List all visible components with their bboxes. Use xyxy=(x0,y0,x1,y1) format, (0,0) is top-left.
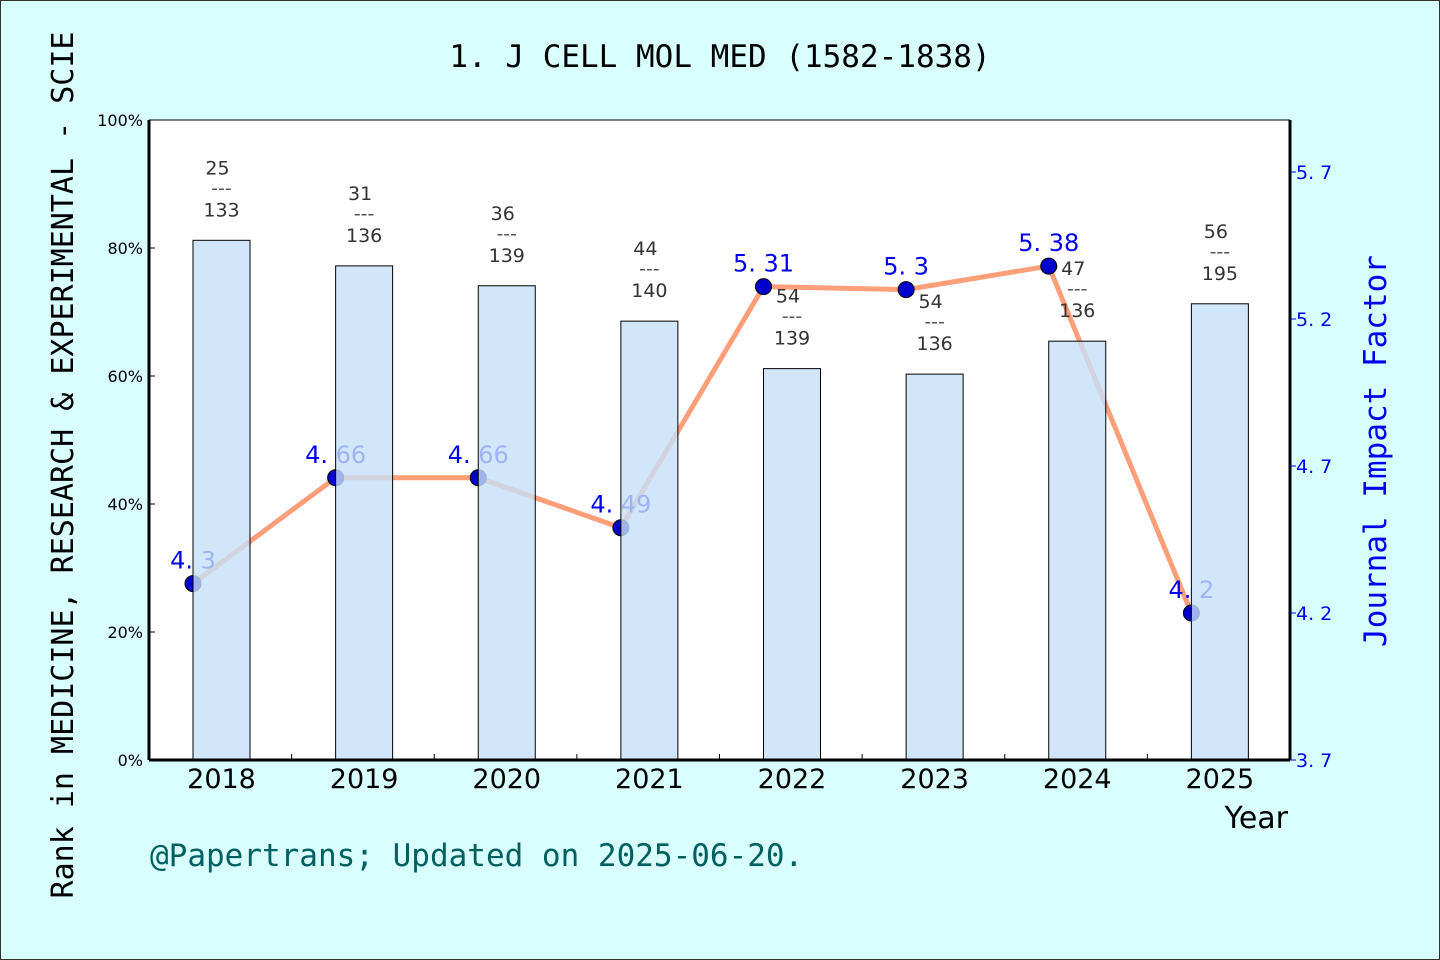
y-tick-label: 80% xyxy=(107,239,143,258)
rank-bar xyxy=(620,320,679,761)
rank-numerator: 25 xyxy=(205,157,229,179)
y2-tick-label: 5. 2 xyxy=(1296,309,1332,331)
rank-divider: --- xyxy=(1067,278,1088,300)
rank-denominator: 136 xyxy=(346,225,382,247)
impact-factor-point xyxy=(897,281,915,299)
rank-divider: --- xyxy=(1210,241,1231,263)
rank-bar xyxy=(477,285,536,761)
y-tick-label: 100% xyxy=(97,111,143,130)
rank-numerator: 36 xyxy=(491,203,515,225)
y2-tick-label: 4. 7 xyxy=(1296,456,1332,478)
rank-denominator: 195 xyxy=(1202,263,1238,285)
footer-credit: @Papertrans; Updated on 2025-06-20. xyxy=(150,838,803,874)
x-tick-label: 2019 xyxy=(330,764,399,795)
rank-numerator: 31 xyxy=(348,183,372,205)
impact-factor-label: 5. 38 xyxy=(1018,229,1079,257)
rank-divider: --- xyxy=(354,203,375,225)
rank-divider: --- xyxy=(782,306,803,328)
y2-axis-label: Journal Impact Factor xyxy=(1358,255,1394,647)
x-tick-label: 2020 xyxy=(472,764,541,795)
rank-denominator: 139 xyxy=(489,245,525,267)
x-tick-label: 2021 xyxy=(615,764,684,795)
rank-divider: --- xyxy=(211,177,232,199)
x-tick-label: 2018 xyxy=(187,764,256,795)
y2-tick-label: 3. 7 xyxy=(1296,750,1332,772)
rank-numerator: 54 xyxy=(919,291,943,313)
y-axis-label: Rank in MEDICINE, RESEARCH & EXPERIMENTA… xyxy=(46,32,81,899)
rank-numerator: 47 xyxy=(1061,258,1085,280)
rank-denominator: 136 xyxy=(916,333,952,355)
impact-factor-label: 5. 3 xyxy=(883,253,929,281)
x-axis-label: Year xyxy=(1223,801,1288,836)
impact-factor-point xyxy=(755,278,772,296)
x-tick-label: 2022 xyxy=(758,764,827,795)
y2-tick-label: 4. 2 xyxy=(1296,603,1332,625)
rank-numerator: 56 xyxy=(1204,221,1228,243)
rank-bar xyxy=(1190,303,1249,761)
x-tick-label: 2023 xyxy=(900,764,969,795)
y2-tick-label: 5. 7 xyxy=(1296,162,1332,184)
y-tick-label: 20% xyxy=(107,623,143,642)
rank-divider: --- xyxy=(924,311,945,333)
rank-bar xyxy=(763,368,821,761)
rank-denominator: 136 xyxy=(1059,300,1095,322)
impact-factor-point xyxy=(1040,257,1058,275)
rank-denominator: 139 xyxy=(774,328,810,350)
y-tick-label: 40% xyxy=(107,495,143,514)
rank-numerator: 44 xyxy=(633,238,657,260)
rank-numerator: 54 xyxy=(776,286,800,308)
rank-bar xyxy=(192,239,251,761)
rank-denominator: 140 xyxy=(631,280,667,302)
rank-bar xyxy=(335,265,394,761)
y-tick-label: 0% xyxy=(118,751,143,770)
rank-bar xyxy=(1048,340,1107,761)
x-tick-label: 2025 xyxy=(1186,764,1255,795)
rank-divider: --- xyxy=(496,223,517,245)
rank-denominator: 133 xyxy=(203,199,239,221)
x-tick-label: 2024 xyxy=(1043,764,1112,795)
rank-divider: --- xyxy=(639,258,660,280)
rank-bar xyxy=(905,373,964,761)
chart-title: 1. J CELL MOL MED (1582-1838) xyxy=(449,39,990,75)
y-tick-label: 60% xyxy=(107,367,143,386)
impact-factor-label: 5. 31 xyxy=(733,250,794,278)
